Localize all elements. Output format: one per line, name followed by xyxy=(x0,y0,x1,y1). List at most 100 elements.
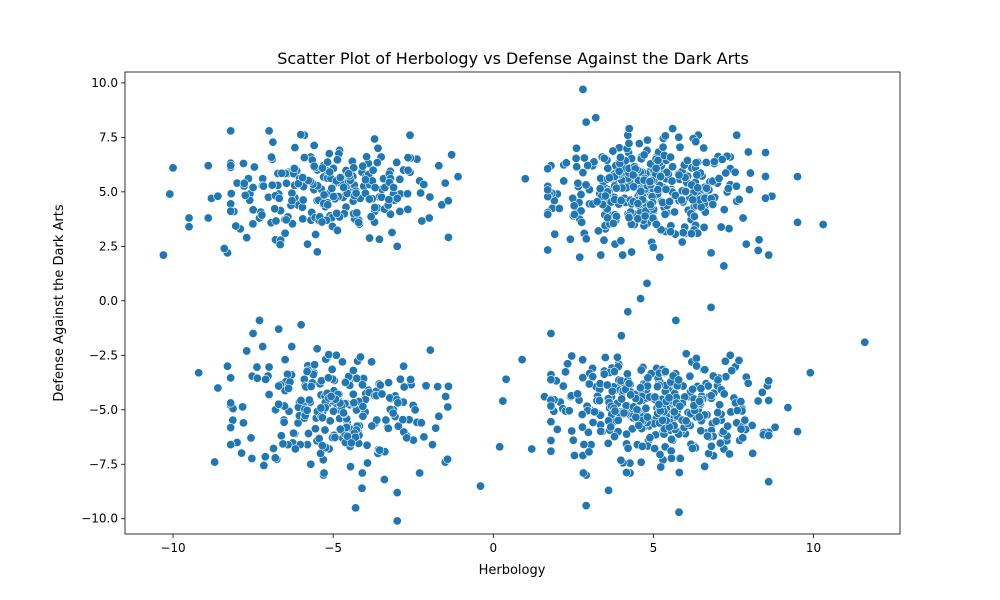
data-point xyxy=(399,361,409,371)
data-point xyxy=(403,153,413,163)
data-point xyxy=(373,143,383,153)
data-point xyxy=(274,193,284,203)
data-point xyxy=(581,117,591,127)
data-point xyxy=(660,366,670,376)
data-point xyxy=(393,421,403,431)
data-point xyxy=(579,440,589,450)
y-tick-label: −10.0 xyxy=(81,512,118,526)
data-point xyxy=(619,408,629,418)
data-point xyxy=(264,126,274,136)
data-point xyxy=(194,368,204,378)
data-point xyxy=(268,137,278,147)
data-point xyxy=(636,365,646,375)
data-point xyxy=(757,387,767,397)
data-point xyxy=(248,329,258,339)
data-point xyxy=(184,222,194,232)
data-point xyxy=(642,278,652,288)
data-point xyxy=(573,389,583,399)
data-point xyxy=(743,147,753,157)
data-point xyxy=(267,180,277,190)
data-point xyxy=(328,406,338,416)
data-point xyxy=(727,366,737,376)
data-point xyxy=(370,202,380,212)
data-point xyxy=(634,421,644,431)
data-point xyxy=(696,426,706,436)
y-tick-label: 7.5 xyxy=(99,130,118,144)
data-point xyxy=(403,204,413,214)
data-point xyxy=(222,361,232,371)
data-point xyxy=(242,346,252,356)
data-point xyxy=(703,431,713,441)
data-point xyxy=(440,178,450,188)
data-point xyxy=(643,373,653,383)
data-point xyxy=(277,168,287,178)
data-point xyxy=(666,152,676,162)
x-tick-label: −10 xyxy=(160,541,185,555)
data-point xyxy=(688,195,698,205)
data-point xyxy=(252,362,262,372)
data-point xyxy=(319,190,329,200)
data-point xyxy=(660,131,670,141)
data-point xyxy=(658,415,668,425)
data-point xyxy=(298,214,308,224)
data-point xyxy=(392,488,402,498)
data-point xyxy=(219,244,229,254)
data-point xyxy=(577,409,587,419)
data-point xyxy=(399,382,409,392)
data-point xyxy=(678,228,688,238)
data-point xyxy=(603,438,613,448)
data-point xyxy=(658,142,668,152)
data-point xyxy=(653,382,663,392)
data-point xyxy=(264,390,274,400)
data-point xyxy=(731,181,741,191)
data-point xyxy=(623,307,633,317)
data-point xyxy=(403,165,413,175)
data-point xyxy=(700,365,710,375)
data-point xyxy=(431,423,441,433)
data-point xyxy=(338,408,348,418)
data-point xyxy=(609,367,619,377)
data-point xyxy=(417,216,427,226)
data-point xyxy=(240,190,250,200)
data-point xyxy=(385,209,395,219)
data-point xyxy=(351,188,361,198)
data-point xyxy=(228,415,238,425)
data-point xyxy=(608,146,618,156)
data-point xyxy=(278,439,288,449)
data-point xyxy=(578,168,588,178)
data-point xyxy=(692,170,702,180)
data-point xyxy=(427,440,437,450)
data-point xyxy=(719,389,729,399)
data-point xyxy=(298,173,308,183)
data-point xyxy=(184,213,194,223)
data-point xyxy=(443,232,453,242)
data-point xyxy=(706,302,716,312)
data-point xyxy=(447,150,457,160)
data-point xyxy=(569,210,579,220)
data-point xyxy=(395,374,405,384)
data-point xyxy=(392,157,402,167)
data-point xyxy=(579,153,589,163)
data-point xyxy=(344,169,354,179)
data-point xyxy=(168,163,178,173)
data-point xyxy=(708,200,718,210)
data-point xyxy=(226,398,236,408)
data-point xyxy=(616,331,626,341)
data-point xyxy=(306,459,316,469)
data-point xyxy=(667,434,677,444)
data-point xyxy=(595,184,605,194)
data-point xyxy=(237,448,247,458)
data-point xyxy=(660,209,670,219)
data-point xyxy=(685,371,695,381)
data-point xyxy=(793,427,803,437)
data-point xyxy=(590,407,600,417)
data-point xyxy=(226,423,236,433)
data-point xyxy=(326,392,336,402)
data-point xyxy=(302,405,312,415)
x-tick-label: 0 xyxy=(489,541,497,555)
data-point xyxy=(299,153,309,163)
data-point xyxy=(395,206,405,216)
x-axis-label: Herbology xyxy=(479,563,546,578)
data-point xyxy=(688,384,698,394)
data-point xyxy=(392,241,402,251)
